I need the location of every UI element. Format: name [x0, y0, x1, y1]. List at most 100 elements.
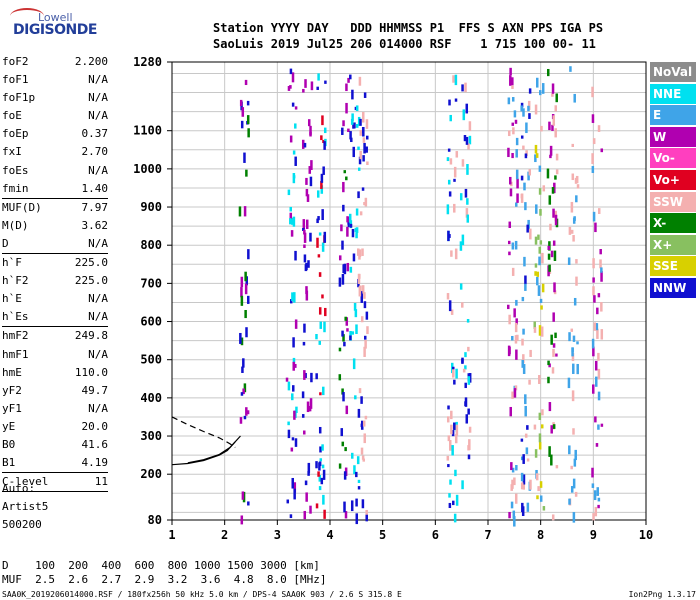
echo-mark: [540, 326, 544, 337]
echo-mark: [538, 375, 541, 384]
echo-mark: [310, 81, 314, 91]
echo-mark: [459, 193, 463, 201]
echo-mark: [522, 328, 525, 335]
echo-mark: [525, 122, 528, 134]
autoscale-line-2: Artist5: [2, 500, 49, 513]
echo-mark: [303, 232, 307, 243]
echo-mark: [548, 446, 551, 457]
echo-mark: [465, 414, 469, 424]
echo-mark: [287, 381, 291, 391]
param-row: B1 4.19: [2, 454, 108, 472]
echo-mark: [308, 405, 312, 412]
echo-mark: [524, 275, 527, 285]
echo-mark: [510, 501, 514, 509]
echo-mark: [287, 421, 290, 426]
param-name: yF2: [2, 383, 22, 397]
echo-mark: [515, 299, 518, 306]
echo-mark: [303, 244, 306, 248]
echo-mark: [453, 422, 456, 430]
echo-mark: [448, 99, 451, 106]
echo-mark: [350, 137, 353, 143]
echo-mark: [245, 327, 248, 338]
echo-mark: [540, 305, 543, 310]
echo-mark: [551, 93, 554, 97]
echo-mark: [600, 148, 604, 153]
echo-mark: [448, 234, 451, 238]
echo-mark: [520, 472, 524, 482]
echo-mark: [355, 105, 359, 112]
echo-mark: [342, 204, 345, 212]
param-value: 2.70: [81, 145, 109, 159]
echo-mark: [447, 148, 451, 152]
echo-mark: [286, 499, 290, 504]
echo-mark: [243, 152, 246, 163]
echo-mark: [592, 258, 595, 269]
legend-item-x-: X-: [650, 213, 696, 234]
echo-mark: [454, 248, 458, 260]
echo-mark: [507, 304, 510, 310]
param-row: h`F 225.0: [2, 254, 108, 272]
echo-mark: [464, 188, 468, 198]
echo-mark: [546, 168, 550, 179]
param-row: foF1p N/A: [2, 89, 108, 107]
echo-mark: [317, 73, 320, 81]
echo-mark: [572, 335, 576, 342]
muf-frequency-row: MUF 2.5 2.6 2.7 2.9 3.2 3.6 4.8 8.0 [MHz…: [2, 573, 327, 586]
echo-mark: [520, 193, 524, 203]
echo-mark: [359, 291, 363, 295]
echo-mark: [511, 85, 514, 89]
logo-text-bottom: DIGISONDE: [13, 22, 97, 38]
echo-mark: [245, 169, 248, 177]
echo-mark: [293, 292, 296, 303]
echo-mark: [595, 323, 599, 331]
echo-mark: [554, 175, 557, 180]
echo-mark: [551, 124, 554, 131]
echo-mark: [591, 338, 595, 349]
echo-mark: [551, 83, 555, 94]
echo-mark: [357, 191, 360, 199]
param-name: fxI: [2, 145, 22, 159]
echo-mark: [594, 360, 598, 371]
echo-mark: [240, 337, 244, 346]
echo-mark: [351, 228, 355, 238]
echo-mark: [341, 388, 344, 395]
echo-mark: [591, 166, 595, 173]
echo-mark: [592, 286, 595, 296]
echo-mark: [291, 217, 294, 225]
param-row: fmin 1.40: [2, 180, 108, 198]
echo-mark: [287, 86, 291, 91]
echo-mark: [310, 160, 313, 170]
echo-mark: [510, 484, 513, 491]
echo-mark: [322, 469, 326, 480]
echo-mark: [454, 98, 458, 102]
echo-mark: [305, 492, 308, 502]
echo-mark: [522, 364, 526, 374]
echo-mark: [592, 277, 595, 283]
echo-mark: [358, 388, 362, 394]
echo-mark: [449, 439, 452, 451]
echo-mark: [523, 256, 526, 267]
param-row: h`Es N/A: [2, 308, 108, 326]
echo-mark: [244, 79, 248, 86]
echo-mark: [569, 66, 572, 72]
echo-mark: [511, 97, 515, 102]
echo-mark: [323, 141, 326, 150]
echo-mark: [524, 394, 527, 405]
echo-mark: [446, 455, 450, 461]
echo-mark: [350, 500, 354, 512]
autoscale-info: Auto: Artist5 500200: [2, 480, 48, 534]
echo-mark: [552, 343, 556, 348]
echo-mark: [289, 68, 293, 75]
echo-mark: [525, 150, 528, 156]
echo-mark: [321, 209, 324, 220]
panel-divider: [2, 253, 108, 255]
echo-mark: [539, 240, 543, 245]
echo-mark: [354, 309, 358, 318]
echo-mark: [350, 118, 354, 125]
echo-mark: [244, 283, 248, 295]
echo-mark: [453, 203, 456, 213]
echo-mark: [592, 513, 595, 521]
echo-mark: [511, 335, 514, 341]
echo-mark: [290, 447, 294, 452]
echo-mark: [303, 229, 306, 235]
